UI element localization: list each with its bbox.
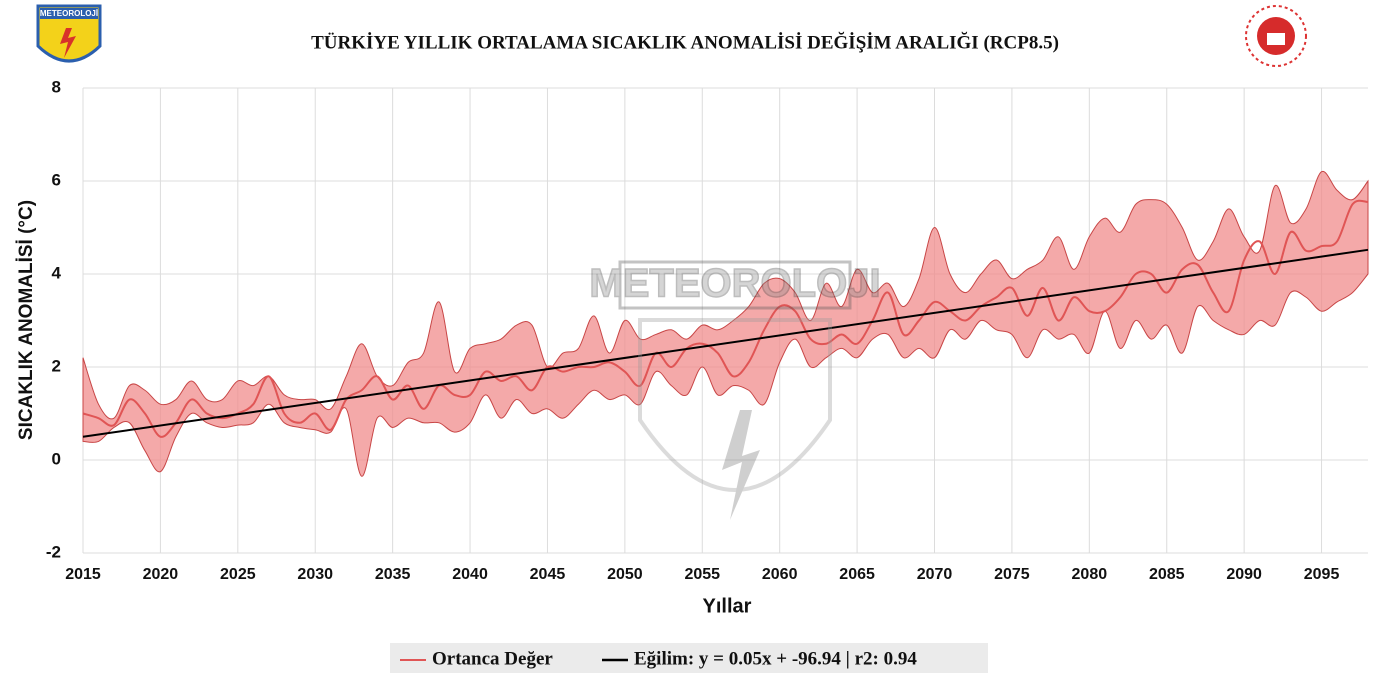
chart-title: TÜRKİYE YILLIK ORTALAMA SICAKLIK ANOMALİ…: [311, 31, 1059, 53]
y-tick-label: 4: [52, 263, 62, 282]
x-tick-label: 2050: [607, 566, 643, 583]
watermark-text: METEOROLOJI: [589, 262, 880, 306]
x-tick-label: 2025: [220, 566, 256, 583]
watermark-bolt: [722, 410, 760, 520]
x-tick-label: 2035: [375, 566, 411, 583]
x-tick-label: 2070: [917, 566, 953, 583]
x-tick-label: 2030: [297, 566, 333, 583]
x-tick-label: 2085: [1149, 566, 1185, 583]
logo-left: METEOROLOJİ: [38, 6, 100, 61]
x-tick-label: 2060: [762, 566, 798, 583]
x-tick-label: 2080: [1072, 566, 1108, 583]
chart: METEOROLOJİ TÜRKİYE YILLIK ORTALAMA SICA…: [0, 0, 1383, 673]
logo-right: [1246, 6, 1306, 66]
x-tick-label: 2095: [1304, 566, 1340, 583]
x-tick-label: 2055: [684, 566, 720, 583]
y-tick-label: 6: [52, 170, 61, 189]
y-tick-label: -2: [46, 542, 61, 561]
legend-label: Ortanca Değer: [432, 648, 553, 669]
x-tick-label: 2065: [839, 566, 875, 583]
x-tick-label: 2020: [143, 566, 179, 583]
range-band: [83, 171, 1368, 476]
y-tick-label: 8: [52, 77, 61, 96]
page: METEOROLOJİ TÜRKİYE YILLIK ORTALAMA SICA…: [0, 0, 1383, 673]
y-axis-label: SICAKLIK ANOMALİSİ (°C): [16, 200, 37, 440]
logo-text: METEOROLOJİ: [40, 9, 98, 18]
x-tick-label: 2045: [530, 566, 566, 583]
x-tick-label: 2040: [452, 566, 488, 583]
x-tick-label: 2090: [1226, 566, 1262, 583]
legend: Ortanca Değer Eğilim: y = 0.05x + -96.94…: [390, 643, 988, 673]
x-tick-label: 2015: [65, 566, 101, 583]
y-tick-label: 2: [52, 356, 61, 375]
x-tick-label: 2075: [994, 566, 1030, 583]
legend-label: Eğilim: y = 0.05x + -96.94 | r2: 0.94: [634, 648, 917, 669]
x-axis-label: Yıllar: [703, 595, 752, 617]
logo-building: [1267, 33, 1285, 45]
y-tick-label: 0: [52, 449, 61, 468]
